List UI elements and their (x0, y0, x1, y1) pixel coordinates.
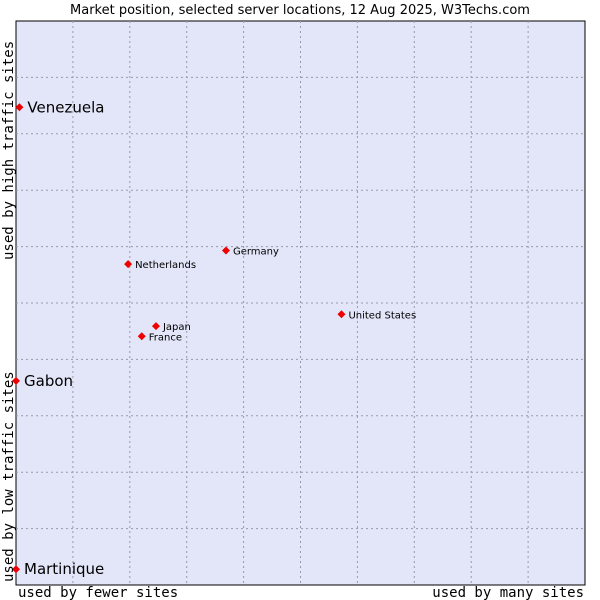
data-point-marker (337, 310, 346, 319)
data-point-label: Netherlands (135, 260, 196, 271)
data-point-marker (124, 260, 133, 269)
data-point-marker (137, 332, 146, 341)
chart-title: Market position, selected server locatio… (70, 3, 530, 18)
data-point-label: Gabon (24, 372, 73, 390)
grid-lines (16, 21, 585, 585)
x-axis-label-left: used by fewer sites (18, 585, 178, 600)
data-points: Venezuela Germany Netherlands United States… (12, 98, 416, 578)
y-axis-label-bottom: used by low traffic sites (1, 371, 17, 582)
data-point-label: United States (348, 310, 416, 321)
data-point-marker (12, 565, 20, 574)
data-point-marker (15, 103, 24, 112)
data-point-marker (12, 376, 20, 385)
x-axis-label-right: used by many sites (432, 585, 584, 600)
y-axis-label-top: used by high traffic sites (1, 41, 17, 260)
data-point-label: Japan (162, 322, 191, 333)
data-point-label: France (149, 332, 182, 343)
data-point-marker (151, 322, 160, 331)
data-point-label: Martinique (24, 560, 104, 578)
data-point-label: Venezuela (27, 98, 104, 116)
data-point-marker (221, 246, 230, 255)
data-point-label: Germany (233, 247, 279, 258)
